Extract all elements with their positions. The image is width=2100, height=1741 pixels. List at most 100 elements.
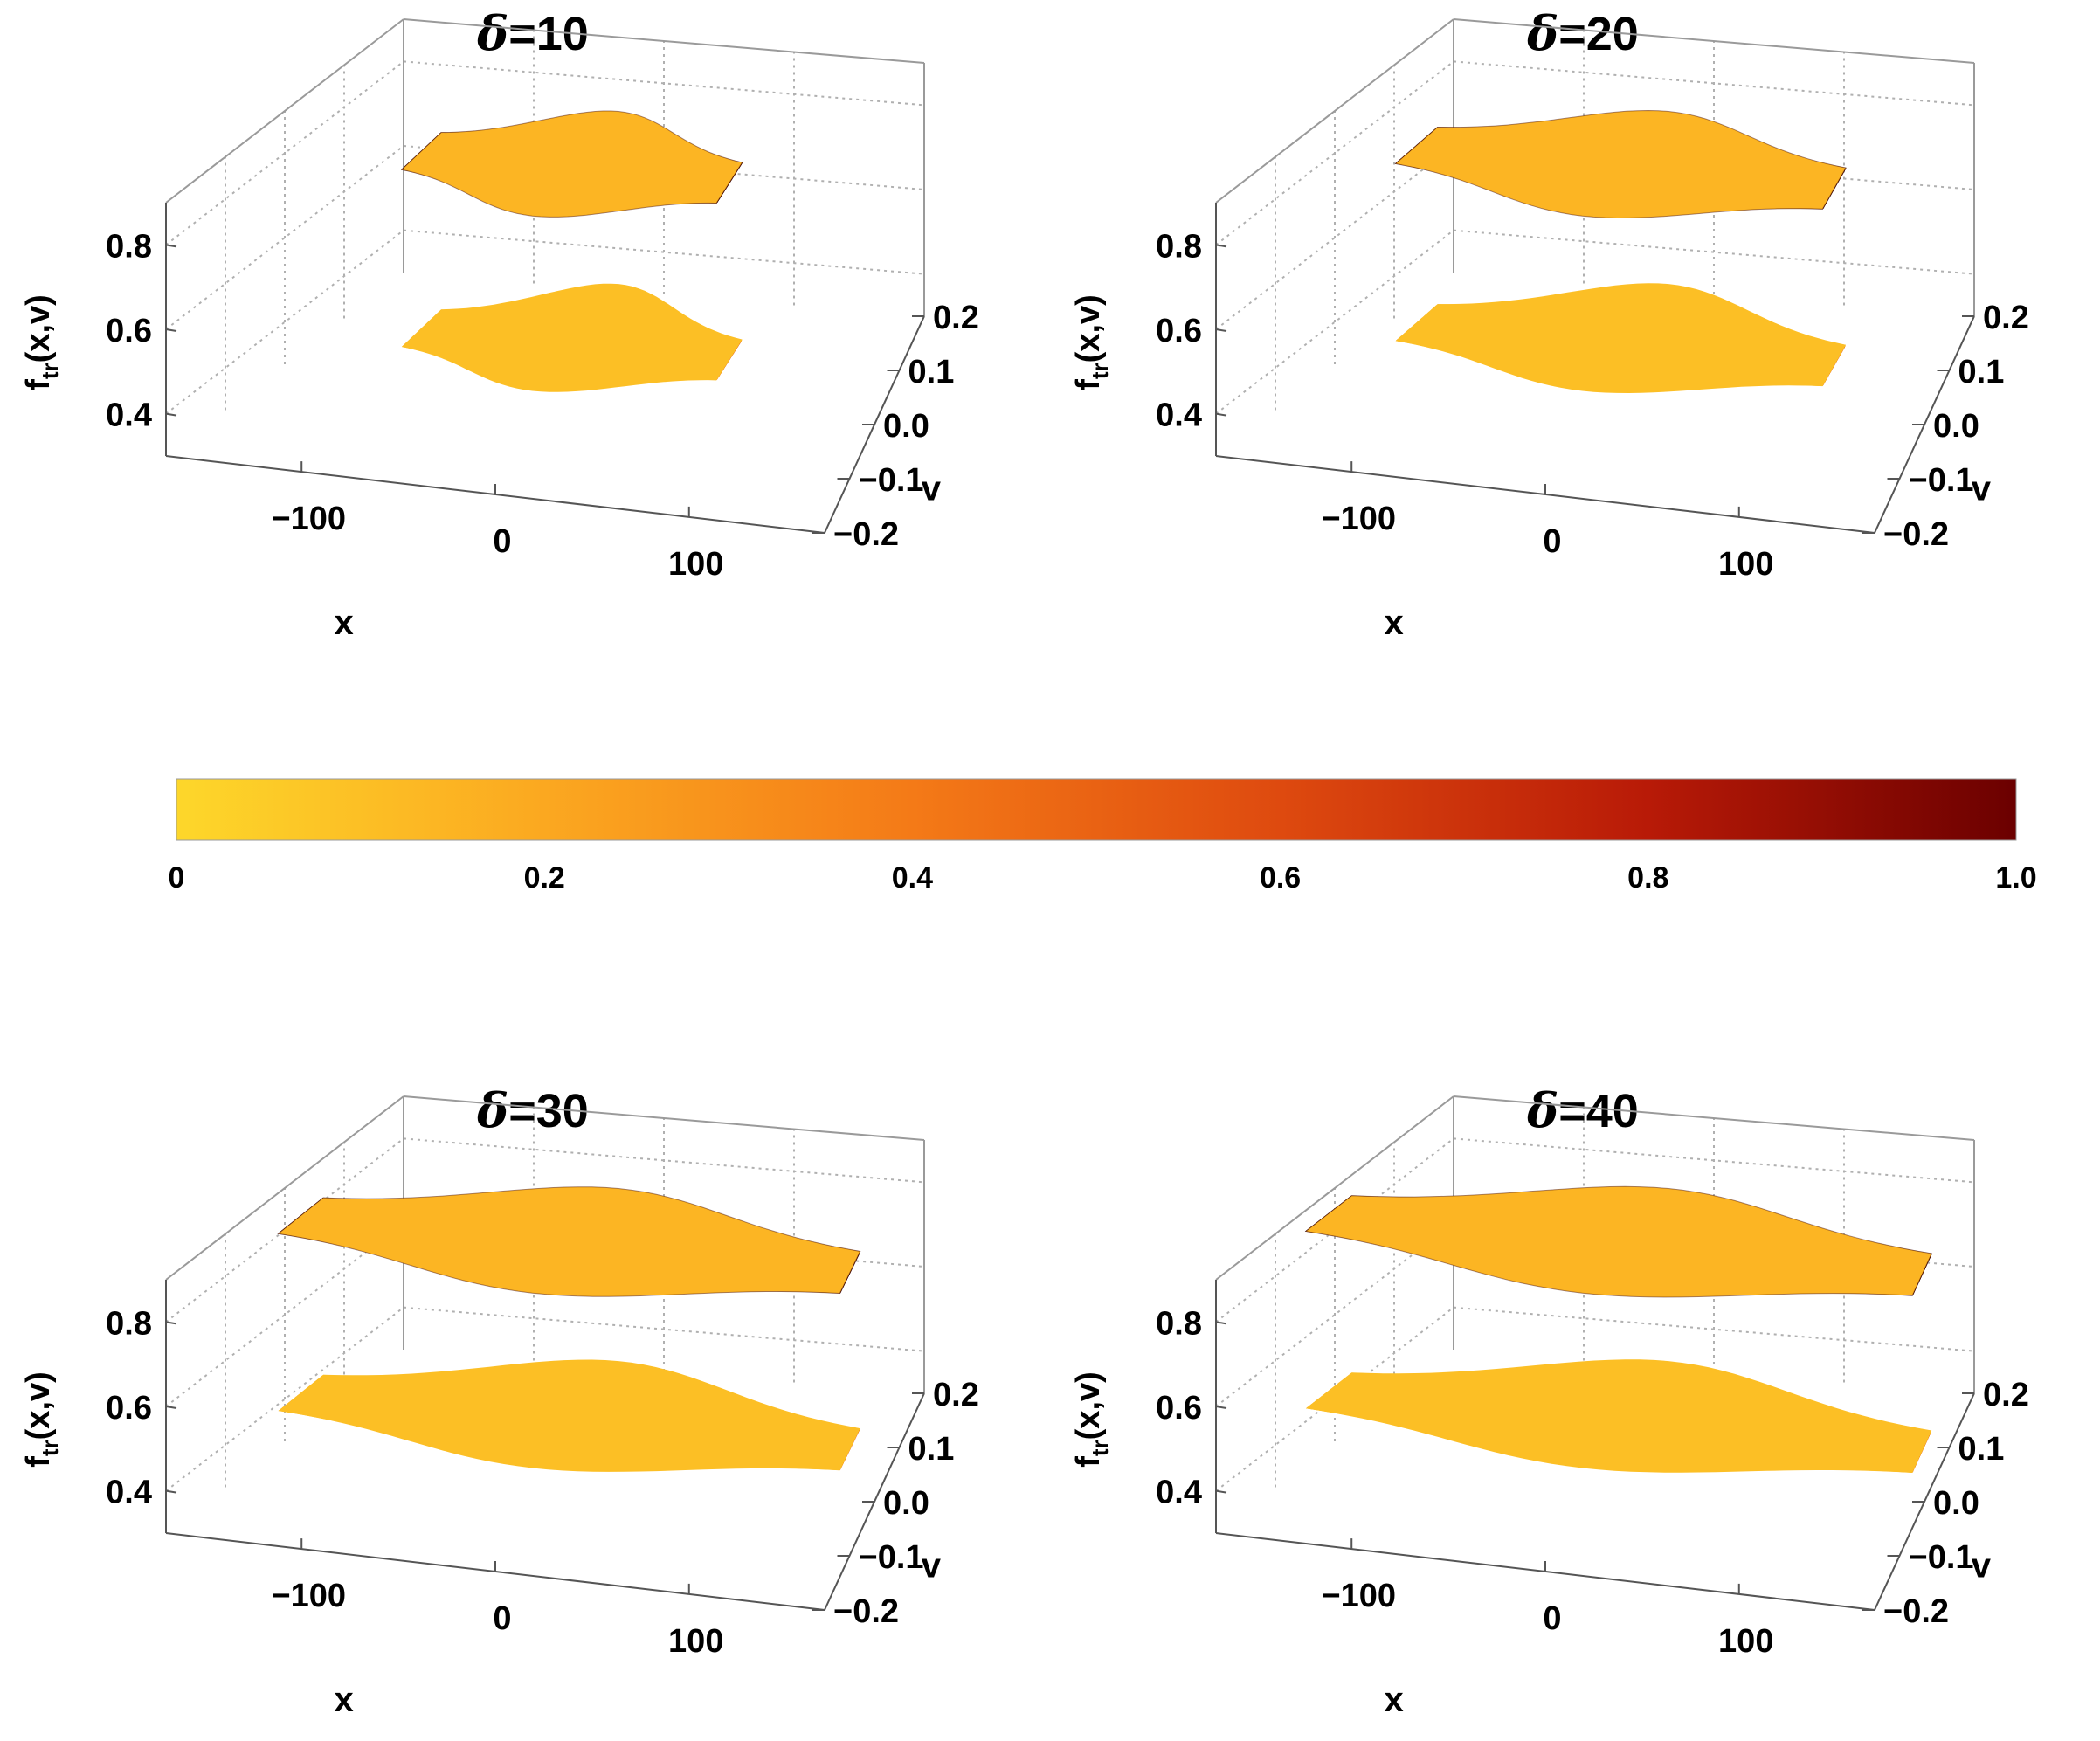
gridline: [1453, 1137, 1975, 1184]
v-tick-label: −0.1: [1909, 462, 1974, 499]
x-tick-label: 0: [1543, 1600, 1561, 1637]
z-label-rest: (x,v): [20, 1371, 57, 1440]
colorbar-tick-label: 0: [169, 861, 185, 895]
z-axis-label: ftr(x,v): [20, 1371, 63, 1468]
z-label-rest: (x,v): [1070, 294, 1107, 363]
z-tick: [165, 412, 177, 417]
z-tick-label: 0.8: [106, 228, 152, 265]
gridline: [1215, 229, 1454, 415]
z-tick: [1215, 244, 1227, 248]
colorbar-svg: 0 0.2 0.4 0.6 0.8 1.0: [169, 778, 2037, 895]
x-axis-label: x: [1384, 1681, 1403, 1719]
gridline: [165, 145, 404, 330]
z-tick-label: 0.4: [106, 397, 152, 434]
x-tick-label: −100: [271, 1578, 346, 1614]
axes-box: 0.8 0.6 0.4 −100 0 100 0.2 0.1 0.0 −0.1 −0.2 x v ftr(…: [1070, 1095, 2029, 1719]
surface-plot-3: 0.8 0.6 0.4 −100 0 100 0.2 0.1 0.0 −0.1 −0.2 x v ftr(…: [20, 1095, 979, 1719]
panel-delta-20: δ=20 0.8 0.6 0.4 −100 0 100 0.2 0.1 0.0 −0.1 −0.2 x…: [1050, 0, 2100, 664]
z-label-main: f: [1070, 1456, 1107, 1468]
x-tick-label: 100: [1718, 546, 1773, 583]
z-label-sub: tr: [37, 1440, 63, 1456]
z-label-rest: (x,v): [1070, 1371, 1107, 1440]
surface-band: [1304, 1185, 1932, 1298]
v-tick-label: 0.1: [908, 1431, 955, 1468]
x-tick-label: −100: [1321, 501, 1396, 537]
x-tick-label: 100: [1718, 1623, 1773, 1660]
v-axis-label: v: [1972, 470, 1992, 508]
axes-box: 0.8 0.6 0.4 −100 0 100 0.2 0.1 0.0 −0.1 −0.2 x v ftr(…: [20, 18, 979, 642]
x-tick-label: −100: [271, 501, 346, 537]
z-tick: [165, 328, 177, 332]
surface-band: [1394, 109, 1847, 219]
lower-surface: [278, 1359, 860, 1472]
axes-box: 0.8 0.6 0.4 −100 0 100 0.2 0.1 0.0 −0.1 −0.2 x v ftr(…: [1070, 18, 2029, 642]
colorbar: 0 0.2 0.4 0.6 0.8 1.0: [0, 751, 2100, 926]
z-tick-label: 0.6: [106, 313, 152, 349]
v-tick-label: −0.1: [859, 1539, 924, 1576]
box-edge: [1453, 1095, 1975, 1141]
upper-surface: [400, 110, 743, 218]
colorbar-tick-label: 0.2: [524, 861, 565, 895]
panel-delta-10: δ=10 0.8 0.6 0.4 −100 0 100 0.2 0.1 0.0 −0.1 −0.2 x…: [0, 0, 1050, 664]
box-edge: [165, 18, 404, 204]
box-edge: [403, 18, 925, 64]
z-tick: [1215, 328, 1227, 332]
gridline: [1453, 60, 1975, 107]
surface-band: [400, 110, 743, 218]
panel-title: δ=40: [1527, 1082, 1639, 1138]
x-tick-label: 0: [1543, 523, 1561, 560]
z-tick-label: 0.8: [1156, 1305, 1202, 1342]
x-tick-label: 0: [493, 523, 511, 560]
x-tick-label: −100: [1321, 1578, 1396, 1614]
upper-surface: [277, 1186, 861, 1297]
gridline: [165, 1222, 404, 1407]
gridline: [165, 1306, 404, 1492]
z-tick: [165, 1406, 177, 1409]
z-label-main: f: [1070, 379, 1107, 390]
gridline: [403, 145, 925, 190]
lower-surface: [401, 283, 743, 392]
x-tick-label: 100: [668, 546, 723, 583]
v-tick-label: 0.0: [1933, 408, 1979, 445]
x-axis-label: x: [334, 1681, 353, 1719]
panel-title: δ=30: [477, 1082, 589, 1138]
z-tick-label: 0.6: [1156, 313, 1202, 349]
surface-plot-1: 0.8 0.6 0.4 −100 0 100 0.2 0.1 0.0 −0.1 −0.2 x v ftr(…: [20, 18, 979, 642]
surface-plot-4: 0.8 0.6 0.4 −100 0 100 0.2 0.1 0.0 −0.1 −0.2 x v ftr(…: [1070, 1095, 2029, 1719]
v-tick-label: 0.2: [1983, 300, 2029, 336]
z-tick: [165, 1321, 177, 1325]
gridline: [403, 1306, 925, 1352]
v-tick-label: 0.1: [1958, 354, 2005, 390]
v-tick-label: 0.2: [1983, 1377, 2029, 1413]
z-tick-label: 0.4: [1156, 397, 1202, 434]
z-label-sub: tr: [1087, 363, 1113, 379]
v-tick-label: 0.0: [883, 408, 929, 445]
v-tick-label: −0.2: [833, 1593, 899, 1630]
colorbar-tick-label: 0.8: [1627, 861, 1668, 895]
colorbar-gradient: [176, 778, 2017, 841]
v-tick-label: −0.2: [1883, 516, 1949, 553]
gridline: [1215, 60, 1454, 246]
z-tick-label: 0.8: [106, 1305, 152, 1342]
v-axis-label: v: [922, 470, 942, 508]
v-axis-label: v: [922, 1547, 942, 1586]
v-tick-label: −0.1: [1909, 1539, 1974, 1576]
gridline: [403, 229, 925, 275]
z-tick-label: 0.6: [1156, 1390, 1202, 1427]
gridline: [403, 60, 925, 107]
surface-band: [1305, 1359, 1932, 1473]
gridline: [1453, 1306, 1975, 1352]
z-tick: [1215, 1406, 1227, 1409]
colorbar-tick-label: 0.6: [1260, 861, 1301, 895]
z-tick: [1215, 1321, 1227, 1325]
gridline: [1215, 1306, 1454, 1492]
colorbar-tick-label: 1.0: [1995, 861, 2036, 895]
v-tick-label: −0.2: [1883, 1593, 1949, 1630]
v-tick-label: 0.0: [1933, 1485, 1979, 1522]
v-axis-label: v: [1972, 1547, 1992, 1586]
upper-surface: [1394, 109, 1847, 219]
gridline: [165, 60, 404, 246]
z-label-rest: (x,v): [20, 294, 57, 363]
z-tick: [165, 244, 177, 248]
box-edge: [1453, 18, 1975, 64]
